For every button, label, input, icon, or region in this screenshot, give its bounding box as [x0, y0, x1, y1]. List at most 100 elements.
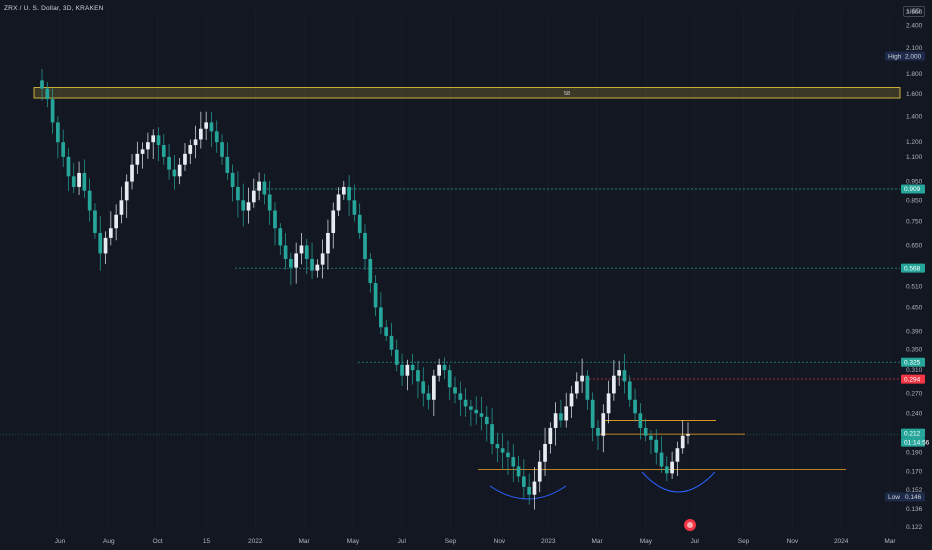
- candle-body: [220, 142, 224, 157]
- candle-body: [484, 416, 489, 425]
- candle-body: [670, 461, 674, 474]
- candle-body: [643, 427, 648, 436]
- candle-body: [458, 393, 463, 400]
- candle-body: [664, 466, 669, 474]
- candle-body: [251, 190, 256, 203]
- price-badge-bg: [901, 184, 925, 194]
- x-tick-label: Sep: [445, 538, 457, 545]
- candle-body: [405, 364, 410, 376]
- candle-body: [384, 327, 389, 336]
- candle-body: [299, 245, 304, 254]
- candle-body: [103, 237, 108, 254]
- price-badges: 0.909 0.568 0.325 0.294 0.212 01:14:56 High 2.0…: [885, 51, 930, 502]
- y-tick-label: 0.650: [906, 242, 923, 249]
- candle-body: [527, 486, 532, 495]
- candle-body: [506, 452, 510, 458]
- x-tick-label: Nov: [787, 538, 799, 545]
- candle-body: [246, 202, 251, 211]
- countdown-badge-bg: [901, 437, 925, 447]
- y-tick-label: 2.400: [906, 22, 923, 29]
- candle-body: [596, 427, 600, 436]
- candle-body: [71, 176, 76, 187]
- candle-body: [50, 99, 55, 123]
- candle-body: [140, 149, 145, 154]
- last-price-badge: 0.212: [904, 430, 921, 437]
- candle-body: [352, 200, 357, 215]
- candle-body: [431, 375, 436, 400]
- y-tick-label: 1.600: [906, 91, 923, 98]
- candle-body: [532, 481, 537, 495]
- x-tick-label: Jul: [398, 538, 407, 545]
- candle-body: [278, 228, 283, 246]
- hline_low-bg: [885, 492, 925, 502]
- tradingview-logo-icon: [684, 519, 696, 531]
- candle-body: [394, 349, 399, 365]
- x-tick-label: 2022: [248, 538, 263, 545]
- price-badge: 0.568: [904, 265, 921, 272]
- candle-body: [77, 172, 81, 187]
- candle-body: [214, 131, 219, 143]
- hline_high-value: 2.000: [905, 53, 922, 60]
- candle-body: [341, 186, 346, 195]
- y-tick-label: 0.750: [906, 218, 923, 225]
- candle-body: [357, 214, 362, 233]
- candle-body: [368, 258, 373, 284]
- candle-body: [521, 476, 526, 487]
- y-tick-label: 1.400: [906, 113, 923, 120]
- candle-body: [193, 139, 198, 146]
- y-tick-label: 0.350: [906, 347, 923, 354]
- y-tick-label: 1.800: [906, 71, 923, 78]
- currency-label[interactable]: USD: [903, 6, 925, 17]
- candle-body: [426, 393, 431, 400]
- y-tick-label: 0.190: [906, 450, 923, 457]
- x-tick-label: Mar: [591, 538, 603, 545]
- candle-body: [326, 232, 330, 254]
- candle-body: [675, 448, 680, 462]
- candle-body: [45, 88, 50, 100]
- candle-body: [98, 232, 103, 254]
- resistance-zone: [33, 87, 901, 99]
- candle-body: [474, 409, 479, 414]
- candle-body: [617, 370, 622, 376]
- candle-body: [490, 424, 494, 444]
- pattern-curves: [489, 471, 716, 500]
- candle-body: [622, 370, 627, 382]
- candle-body: [479, 413, 484, 417]
- y-tick-label: 0.950: [906, 179, 923, 186]
- y-tick-label: 0.450: [906, 304, 923, 311]
- x-axis[interactable]: Jun Aug Oct 15 2022 Mar May Jul Sep Nov 2023 Mar May…: [55, 538, 897, 545]
- candle-body: [559, 413, 563, 421]
- candle-body: [511, 457, 516, 467]
- candle-body: [172, 169, 177, 177]
- candle-body: [400, 364, 404, 376]
- y-tick-label: 0.122: [906, 524, 923, 531]
- candle-body: [363, 232, 367, 259]
- candle-body: [262, 181, 267, 195]
- candle-body: [183, 153, 187, 165]
- candle-body: [225, 156, 230, 173]
- x-tick-label: Jul: [691, 538, 700, 545]
- candle-body: [601, 413, 606, 436]
- candle-body: [585, 375, 590, 400]
- candle-body: [590, 399, 595, 428]
- hline_low-value: 0.146: [905, 494, 922, 501]
- candle-body: [198, 128, 203, 140]
- x-tick-label: Aug: [103, 538, 115, 545]
- candle-body: [188, 145, 193, 154]
- candle-body: [82, 172, 87, 191]
- candle-body: [421, 381, 426, 394]
- candle-body: [516, 466, 521, 477]
- candle-body: [167, 156, 171, 170]
- candle-body: [500, 448, 505, 453]
- candle-body: [241, 200, 246, 211]
- candle-body: [580, 375, 584, 382]
- candle-body: [453, 387, 457, 394]
- candle-body: [463, 399, 468, 407]
- candle-body: [135, 153, 140, 165]
- candle-body: [442, 364, 447, 371]
- candle-body: [336, 194, 341, 211]
- candle-body: [447, 370, 452, 388]
- hline_low-label: Low: [888, 494, 900, 501]
- candle-body: [87, 190, 92, 211]
